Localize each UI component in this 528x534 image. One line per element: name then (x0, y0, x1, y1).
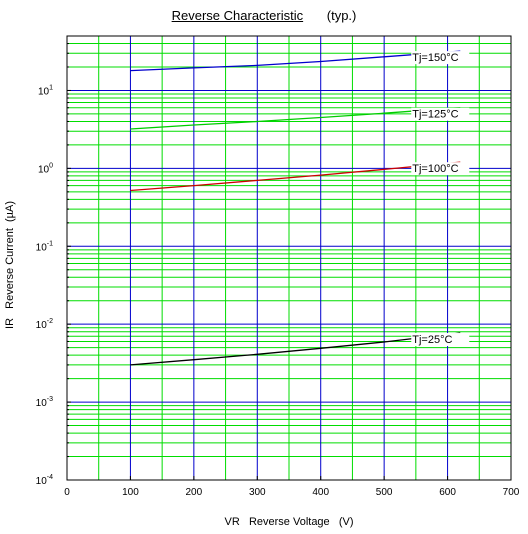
y-tick-exponent: 1 (49, 84, 53, 91)
series-line-3 (130, 332, 461, 366)
series-line-0 (130, 50, 461, 72)
y-tick-exponent: 0 (49, 162, 53, 169)
y-tick-label: 101 (38, 84, 53, 97)
y-tick-label: 10-2 (36, 318, 53, 331)
x-tick-label: 500 (376, 487, 393, 498)
curve-label-2: Tj=100°C (412, 163, 458, 175)
x-tick-label: 200 (186, 487, 203, 498)
x-tick-label: 0 (64, 487, 70, 498)
y-tick-exponent: -3 (47, 396, 53, 403)
y-tick-label: 10-4 (36, 474, 53, 487)
chart-title: Reverse Characteristic (171, 8, 304, 23)
y-tick-label: 10-1 (36, 240, 53, 253)
x-tick-label: 300 (249, 487, 266, 498)
y-tick-exponent: -2 (47, 318, 53, 325)
grid (67, 36, 511, 480)
y-tick-exponent: -1 (47, 240, 53, 247)
curve-label-0: Tj=150°C (412, 52, 458, 64)
chart-subtitle: (typ.) (326, 8, 357, 23)
series-lines (130, 50, 461, 366)
x-tick-label: 600 (439, 487, 456, 498)
series-line-1 (130, 107, 461, 130)
series-line-2 (130, 161, 461, 192)
chart-title-block: Reverse Characteristic (typ.) (0, 8, 528, 23)
y-tick-exponent: -4 (47, 474, 53, 481)
x-axis-label: VR Reverse Voltage (V) (225, 516, 354, 528)
curve-label-bg (411, 162, 470, 176)
curve-labels: Tj=150°C Tj=125°C Tj=100°C Tj=25°C (411, 51, 470, 347)
y-tick-label: 10-3 (36, 396, 53, 409)
y-axis-label: IR Reverse Current (µA) (4, 201, 16, 329)
x-tick-label: 700 (503, 487, 520, 498)
curve-label-3: Tj=25°C (412, 334, 452, 346)
curve-label-bg (411, 333, 470, 347)
x-tick-label: 400 (312, 487, 329, 498)
y-tick-label: 100 (38, 162, 53, 175)
curve-label-bg (411, 51, 470, 65)
curve-label-bg (411, 107, 470, 121)
curve-label-1: Tj=125°C (412, 109, 458, 121)
x-tick-label: 100 (122, 487, 139, 498)
